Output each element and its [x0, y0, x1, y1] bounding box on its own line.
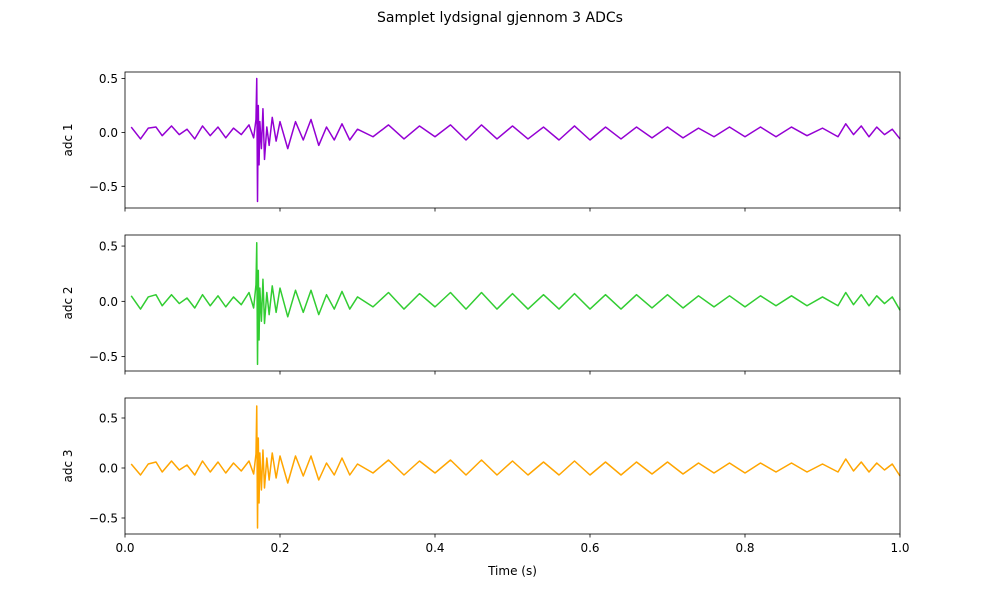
x-tick-label: 1.0	[890, 541, 909, 555]
series-line-adc2	[130, 241, 901, 366]
x-axis-label: Time (s)	[487, 564, 537, 578]
y-axis-label: adc 1	[61, 123, 75, 156]
axes-frame-2	[124, 234, 901, 372]
series-line-adc1	[130, 77, 901, 203]
y-axis-label: adc 3	[61, 449, 75, 482]
y-tick-label: 0.5	[99, 412, 118, 426]
y-tick-label: −0.5	[89, 180, 118, 194]
chart-title: Samplet lydsignal gjennom 3 ADCs	[377, 10, 623, 26]
axes-frame-1	[124, 71, 901, 209]
y-tick-label: 0.0	[99, 126, 118, 140]
y-axis-label: adc 2	[61, 286, 75, 319]
x-tick-label: 0.0	[115, 541, 134, 555]
y-tick-label: −0.5	[89, 350, 118, 364]
y-tick-label: 0.0	[99, 462, 118, 476]
axes-frame-3	[124, 397, 901, 535]
y-tick-label: −0.5	[89, 512, 118, 526]
y-tick-label: 0.5	[99, 72, 118, 86]
x-tick-label: 0.6	[580, 541, 599, 555]
x-tick-label: 0.2	[270, 541, 289, 555]
series-line-adc3	[130, 405, 901, 529]
x-tick-label: 0.4	[425, 541, 444, 555]
x-tick-label: 0.8	[735, 541, 754, 555]
y-tick-label: 0.5	[99, 240, 118, 254]
y-tick-label: 0.0	[99, 295, 118, 309]
